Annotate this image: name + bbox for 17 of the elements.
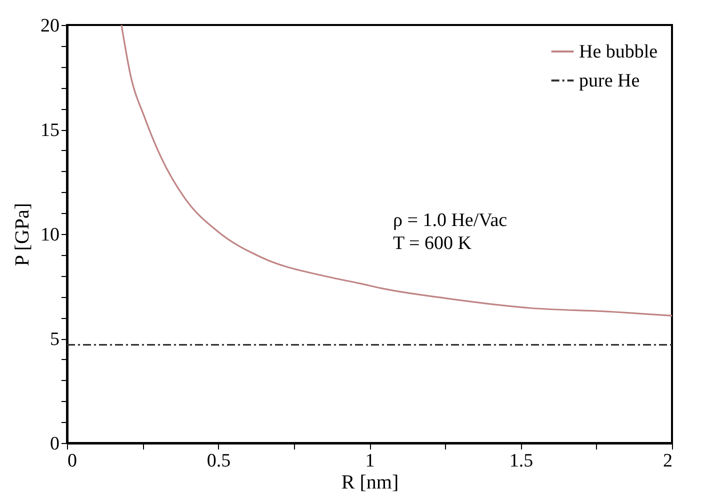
x-tick-label: 1.5 (509, 450, 534, 472)
x-tick-label: 2 (663, 450, 672, 472)
y-tick-label: 15 (40, 120, 60, 141)
y-axis-title: P [GPa] (12, 202, 34, 266)
y-tick-label: 5 (50, 329, 60, 350)
x-tick-label: 0.5 (206, 450, 231, 472)
line-series (120, 25, 672, 317)
legend-label: pure He (579, 70, 640, 92)
legend-label: He bubble (579, 42, 658, 62)
y-tick-label: 0 (50, 434, 60, 454)
x-axis-title: R [nm] (341, 472, 399, 494)
y-tick-label: 10 (40, 224, 60, 246)
x-tick-label: 0 (68, 450, 77, 472)
y-tick-label: 20 (40, 16, 60, 36)
annotation: T = 600 K (393, 233, 472, 254)
x-tick-label: 1 (365, 450, 375, 472)
annotation: ρ = 1.0 He/Vac (393, 210, 508, 231)
